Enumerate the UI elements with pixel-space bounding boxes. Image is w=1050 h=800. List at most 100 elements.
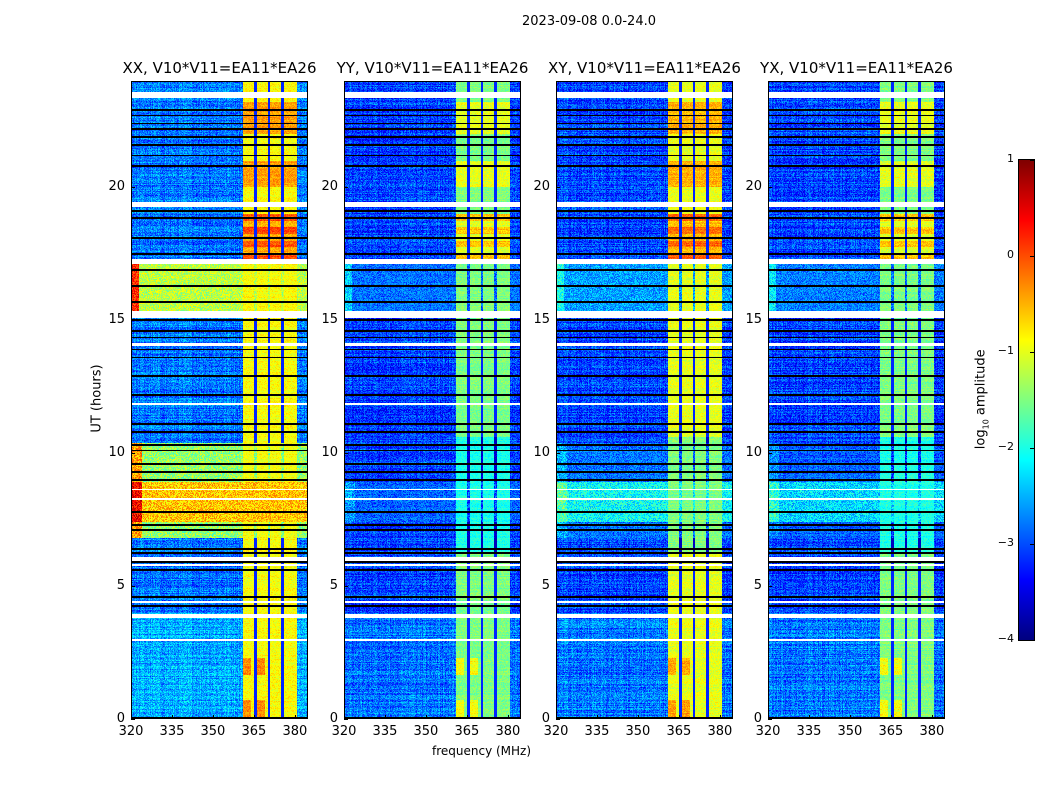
colorbar-tick-label: −1	[997, 344, 1014, 357]
panel-title-xy: XY, V10*V11=EA11*EA26	[548, 59, 741, 77]
y-tick-mark	[768, 586, 772, 588]
y-tick-label: 0	[116, 711, 125, 726]
spectrogram-yy	[344, 81, 521, 719]
y-tick-mark	[344, 187, 348, 189]
x-axis-label: frequency (MHz)	[432, 744, 532, 758]
colorbar-tick-mark	[1030, 640, 1035, 641]
y-tick-mark	[768, 453, 772, 455]
y-tick-label: 0	[541, 711, 550, 726]
panel-title-xx: XX, V10*V11=EA11*EA26	[122, 59, 317, 77]
y-tick-mark	[344, 719, 348, 720]
x-tick-mark	[808, 715, 810, 719]
colorbar-tick-label: 0	[1007, 248, 1014, 261]
x-tick-label: 365	[241, 724, 267, 739]
x-tick-mark	[507, 715, 509, 719]
x-tick-mark	[131, 715, 132, 719]
y-tick-mark	[344, 320, 348, 322]
y-tick-label: 10	[321, 445, 338, 461]
x-tick-mark	[384, 715, 386, 719]
colorbar-tick-label: −2	[997, 440, 1014, 453]
x-tick-mark	[890, 715, 892, 719]
x-tick-mark	[294, 715, 296, 719]
y-tick-label: 5	[329, 578, 338, 594]
y-tick-mark	[556, 586, 560, 588]
y-tick-label: 15	[533, 312, 550, 328]
x-tick-label: 320	[543, 724, 569, 739]
y-axis-label: UT (hours)	[89, 364, 105, 433]
y-tick-mark	[344, 586, 348, 588]
x-tick-label: 380	[919, 724, 945, 739]
y-tick-label: 5	[116, 578, 125, 594]
y-tick-label: 15	[321, 312, 338, 328]
x-tick-label: 350	[837, 724, 863, 739]
x-tick-mark	[212, 715, 214, 719]
x-tick-label: 335	[796, 724, 822, 739]
y-tick-label: 20	[321, 179, 338, 195]
x-tick-label: 380	[282, 724, 308, 739]
colorbar-tick-label: 1	[1007, 152, 1014, 165]
colorbar-tick-label: −4	[997, 632, 1014, 645]
y-tick-mark	[131, 453, 135, 455]
x-tick-label: 320	[118, 724, 144, 739]
x-tick-label: 335	[372, 724, 398, 739]
x-tick-label: 335	[584, 724, 610, 739]
colorbar-tick-mark	[1030, 448, 1035, 449]
y-tick-label: 15	[745, 312, 762, 328]
x-tick-label: 380	[707, 724, 733, 739]
y-tick-label: 20	[108, 179, 125, 195]
y-tick-mark	[131, 586, 135, 588]
y-tick-label: 20	[533, 179, 550, 195]
y-tick-mark	[768, 719, 772, 720]
y-tick-label: 20	[745, 179, 762, 195]
panel-title-yy: YY, V10*V11=EA11*EA26	[336, 59, 529, 77]
x-tick-label: 350	[625, 724, 651, 739]
x-tick-mark	[425, 715, 427, 719]
x-tick-mark	[556, 715, 557, 719]
y-tick-label: 0	[329, 711, 338, 726]
x-tick-label: 320	[755, 724, 781, 739]
y-tick-mark	[131, 187, 135, 189]
y-tick-label: 10	[533, 445, 550, 461]
y-tick-label: 0	[753, 711, 762, 726]
y-tick-mark	[556, 453, 560, 455]
y-tick-mark	[344, 453, 348, 455]
y-tick-mark	[556, 719, 560, 720]
colorbar-tick-mark	[1030, 352, 1035, 353]
x-tick-mark	[596, 715, 598, 719]
x-tick-mark	[678, 715, 680, 719]
x-tick-label: 365	[666, 724, 692, 739]
spectrogram-yx	[768, 81, 945, 719]
colorbar-tick-mark	[1030, 256, 1035, 257]
colorbar-tick-mark	[1030, 160, 1035, 161]
y-tick-label: 15	[108, 312, 125, 328]
x-tick-label: 380	[495, 724, 521, 739]
y-tick-label: 10	[745, 445, 762, 461]
x-tick-mark	[931, 715, 933, 719]
x-tick-label: 365	[454, 724, 480, 739]
x-tick-mark	[768, 715, 769, 719]
x-tick-mark	[253, 715, 255, 719]
y-tick-mark	[131, 320, 135, 322]
x-tick-mark	[637, 715, 639, 719]
colorbar-tick-mark	[1030, 544, 1035, 545]
y-tick-mark	[768, 320, 772, 322]
colorbar-tick-label: −3	[997, 536, 1014, 549]
y-tick-mark	[556, 320, 560, 322]
figure-title: 2023-09-08 0.0-24.0	[522, 14, 656, 29]
y-tick-mark	[131, 719, 135, 720]
colorbar	[1019, 160, 1034, 640]
y-tick-mark	[556, 187, 560, 189]
x-tick-mark	[171, 715, 173, 719]
x-tick-label: 320	[331, 724, 357, 739]
x-tick-mark	[466, 715, 468, 719]
y-tick-label: 5	[753, 578, 762, 594]
x-tick-mark	[344, 715, 345, 719]
panel-title-yx: YX, V10*V11=EA11*EA26	[760, 59, 953, 77]
spectrogram-xx	[131, 81, 308, 719]
x-tick-label: 365	[878, 724, 904, 739]
x-tick-label: 335	[159, 724, 185, 739]
x-tick-mark	[719, 715, 721, 719]
x-tick-label: 350	[200, 724, 226, 739]
y-tick-label: 10	[108, 445, 125, 461]
